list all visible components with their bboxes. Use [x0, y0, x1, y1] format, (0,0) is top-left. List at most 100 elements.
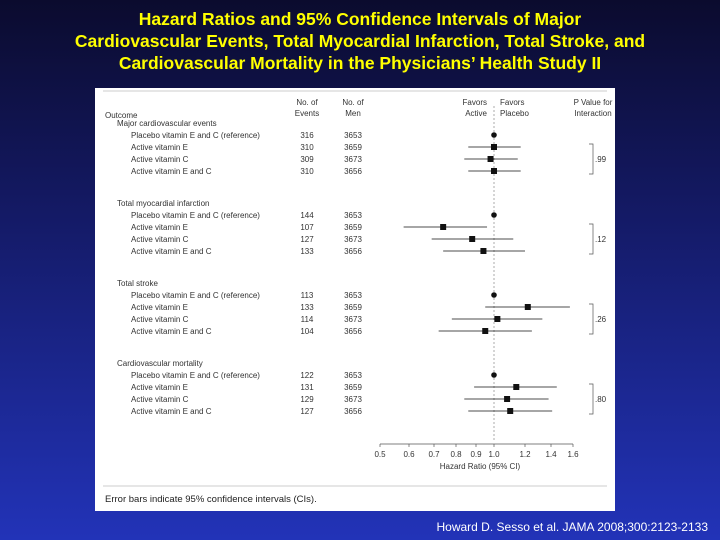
row-men: 3659	[344, 223, 362, 232]
row-events: 133	[300, 247, 314, 256]
row-men: 3659	[344, 143, 362, 152]
p-bracket	[589, 143, 594, 175]
row-events: 316	[300, 131, 314, 140]
row-events: 127	[300, 407, 314, 416]
slide-title: Hazard Ratios and 95% Confidence Interva…	[0, 8, 720, 74]
row-men: 3656	[344, 247, 362, 256]
forest-plot-figure: Outcome No. of Events No. of Men Favors Active…	[95, 88, 615, 511]
row-label: Active vitamin E	[131, 303, 188, 312]
hr-point	[487, 156, 494, 162]
row-events: 129	[300, 395, 314, 404]
group-title: Major cardiovascular events	[117, 119, 217, 128]
row-events: 310	[300, 167, 314, 176]
slide-title-line-3: Cardiovascular Mortality in the Physicia…	[118, 53, 602, 73]
x-tick-label: 0.7	[428, 450, 440, 459]
p-interaction-value: .26	[595, 315, 607, 324]
row-men: 3653	[344, 371, 362, 380]
x-tick-label: 0.6	[403, 450, 415, 459]
hr-point	[513, 384, 520, 390]
row-label: Active vitamin E	[131, 223, 188, 232]
hr-point	[469, 236, 476, 242]
x-tick-label: 1.4	[545, 450, 557, 459]
hr-point	[491, 144, 497, 150]
header-favors-active-line-1: Favors	[463, 98, 487, 107]
x-tick-label: 0.8	[450, 450, 462, 459]
row-label: Placebo vitamin E and C (reference)	[131, 131, 260, 140]
row-men: 3673	[344, 395, 362, 404]
row-men: 3656	[344, 167, 362, 176]
row-men: 3659	[344, 303, 362, 312]
row-label: Active vitamin C	[131, 395, 189, 404]
hr-point	[480, 248, 487, 254]
row-label: Active vitamin C	[131, 315, 189, 324]
row-men: 3656	[344, 327, 362, 336]
p-bracket	[589, 383, 594, 415]
header-men-line-2: Men	[345, 109, 361, 118]
row-label: Placebo vitamin E and C (reference)	[131, 291, 260, 300]
x-tick-label: 0.5	[374, 450, 386, 459]
group-title: Total stroke	[117, 279, 158, 288]
row-events: 104	[300, 327, 314, 336]
slide-title-line-2: Cardiovascular Events, Total Myocardial …	[74, 31, 646, 51]
row-events: 133	[300, 303, 314, 312]
x-tick-label: 0.9	[470, 450, 482, 459]
header-p-value-line-2: Interaction	[574, 109, 611, 118]
header-favors-active-line-2: Active	[465, 109, 487, 118]
row-men: 3673	[344, 315, 362, 324]
hr-point	[524, 304, 531, 310]
group-title: Total myocardial infarction	[117, 199, 209, 208]
row-events: 310	[300, 143, 314, 152]
forest-plot-svg: Outcome No. of Events No. of Men Favors Active…	[103, 90, 613, 487]
row-men: 3656	[344, 407, 362, 416]
row-events: 309	[300, 155, 314, 164]
row-events: 122	[300, 371, 314, 380]
hr-point	[504, 396, 511, 402]
row-label: Active vitamin E and C	[131, 167, 212, 176]
row-events: 144	[300, 211, 314, 220]
header-men-line-1: No. of	[342, 98, 364, 107]
hr-point	[491, 168, 497, 174]
hr-point	[482, 328, 489, 334]
row-label: Active vitamin C	[131, 235, 189, 244]
row-events: 113	[301, 291, 314, 300]
reference-point	[491, 372, 497, 378]
row-label: Placebo vitamin E and C (reference)	[131, 371, 260, 380]
group-title: Cardiovascular mortality	[117, 359, 203, 368]
reference-point	[491, 292, 497, 298]
hr-point	[440, 224, 447, 230]
row-label: Active vitamin E	[131, 383, 188, 392]
slide-title-line-1: Hazard Ratios and 95% Confidence Interva…	[138, 9, 582, 29]
x-axis-title: Hazard Ratio (95% CI)	[440, 462, 521, 471]
x-tick-label: 1.6	[567, 450, 579, 459]
p-bracket	[589, 303, 594, 335]
row-events: 107	[300, 223, 314, 232]
figure-footnote: Error bars indicate 95% confidence inter…	[105, 494, 317, 505]
row-men: 3653	[344, 131, 362, 140]
row-label: Active vitamin E	[131, 143, 188, 152]
x-tick-label: 1.2	[519, 450, 531, 459]
row-label: Active vitamin C	[131, 155, 189, 164]
header-events-line-1: No. of	[296, 98, 318, 107]
p-bracket	[589, 223, 594, 255]
row-events: 127	[300, 235, 314, 244]
header-outcome: Outcome	[105, 111, 138, 120]
p-interaction-value: .12	[595, 235, 607, 244]
hr-point	[507, 408, 514, 414]
row-label: Active vitamin E and C	[131, 247, 212, 256]
header-p-value-line-1: P Value for	[574, 98, 613, 107]
row-men: 3673	[344, 235, 362, 244]
row-label: Active vitamin E and C	[131, 327, 212, 336]
header-events-line-2: Events	[295, 109, 319, 118]
row-events: 131	[300, 383, 314, 392]
row-events: 114	[301, 315, 314, 324]
citation: Howard D. Sesso et al. JAMA 2008;300:212…	[436, 520, 709, 534]
row-label: Active vitamin E and C	[131, 407, 212, 416]
reference-point	[491, 212, 497, 218]
header-favors-placebo-line-2: Placebo	[500, 109, 529, 118]
p-interaction-value: .99	[595, 155, 607, 164]
row-men: 3653	[344, 211, 362, 220]
x-tick-label: 1.0	[488, 450, 500, 459]
header-favors-placebo-line-1: Favors	[500, 98, 524, 107]
row-men: 3673	[344, 155, 362, 164]
row-label: Placebo vitamin E and C (reference)	[131, 211, 260, 220]
